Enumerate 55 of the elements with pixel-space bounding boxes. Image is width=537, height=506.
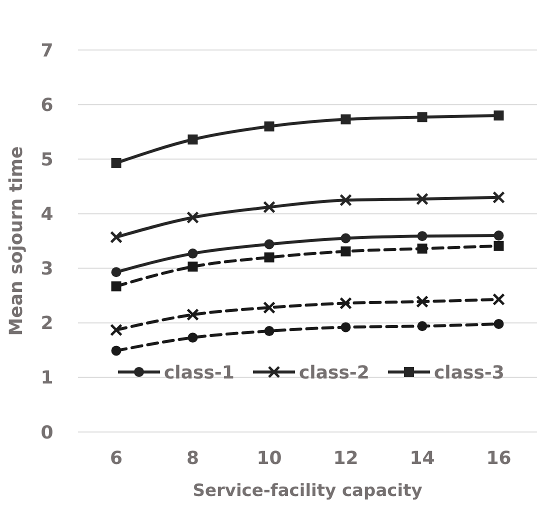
point	[263, 200, 276, 214]
point	[416, 192, 428, 206]
point	[340, 296, 352, 310]
y-tick-label: 4	[40, 204, 54, 226]
y-tick-label: 7	[40, 40, 54, 62]
point	[494, 230, 504, 241]
x-tick-label: 8	[186, 448, 200, 469]
point	[416, 295, 428, 308]
point	[417, 231, 428, 242]
x-tick-label: 6	[110, 448, 123, 469]
point	[264, 239, 274, 250]
point	[340, 233, 351, 244]
legend-label: class-1	[164, 362, 234, 384]
legend-label: class-3	[434, 362, 504, 384]
point	[417, 244, 428, 254]
point	[340, 322, 351, 332]
point	[340, 246, 351, 256]
point	[494, 110, 504, 120]
point	[494, 318, 504, 329]
point	[494, 240, 504, 251]
y-tick-label: 5	[40, 149, 54, 170]
x-tick-label: 16	[486, 448, 512, 469]
point	[110, 230, 122, 244]
point	[111, 281, 122, 292]
x-tick-label: 14	[410, 448, 435, 469]
point	[264, 326, 274, 336]
point	[188, 332, 198, 343]
point	[188, 248, 198, 259]
y-tick-label: 1	[40, 368, 54, 389]
point	[263, 301, 276, 314]
y-tick-label: 6	[40, 94, 54, 116]
x-axis-title: Service-facility capacity	[192, 481, 422, 501]
point	[111, 158, 122, 168]
y-tick-label: 3	[40, 258, 54, 280]
y-axis-title: Mean sojourn time	[6, 146, 27, 336]
point	[492, 191, 505, 204]
point	[111, 267, 122, 278]
point	[492, 293, 505, 306]
point	[340, 114, 351, 124]
point	[110, 324, 122, 336]
point	[188, 134, 198, 144]
point	[417, 112, 428, 122]
point	[264, 121, 274, 132]
y-tick-label: 0	[40, 422, 54, 444]
point	[188, 262, 198, 272]
point	[340, 194, 352, 206]
point	[186, 211, 199, 224]
point	[111, 346, 122, 356]
point	[417, 321, 428, 332]
legend-label: class-2	[299, 362, 370, 384]
x-tick-label: 12	[333, 448, 358, 469]
point	[186, 308, 199, 321]
point	[264, 252, 274, 262]
y-tick-label: 2	[40, 313, 54, 334]
x-tick-label: 10	[256, 448, 282, 469]
